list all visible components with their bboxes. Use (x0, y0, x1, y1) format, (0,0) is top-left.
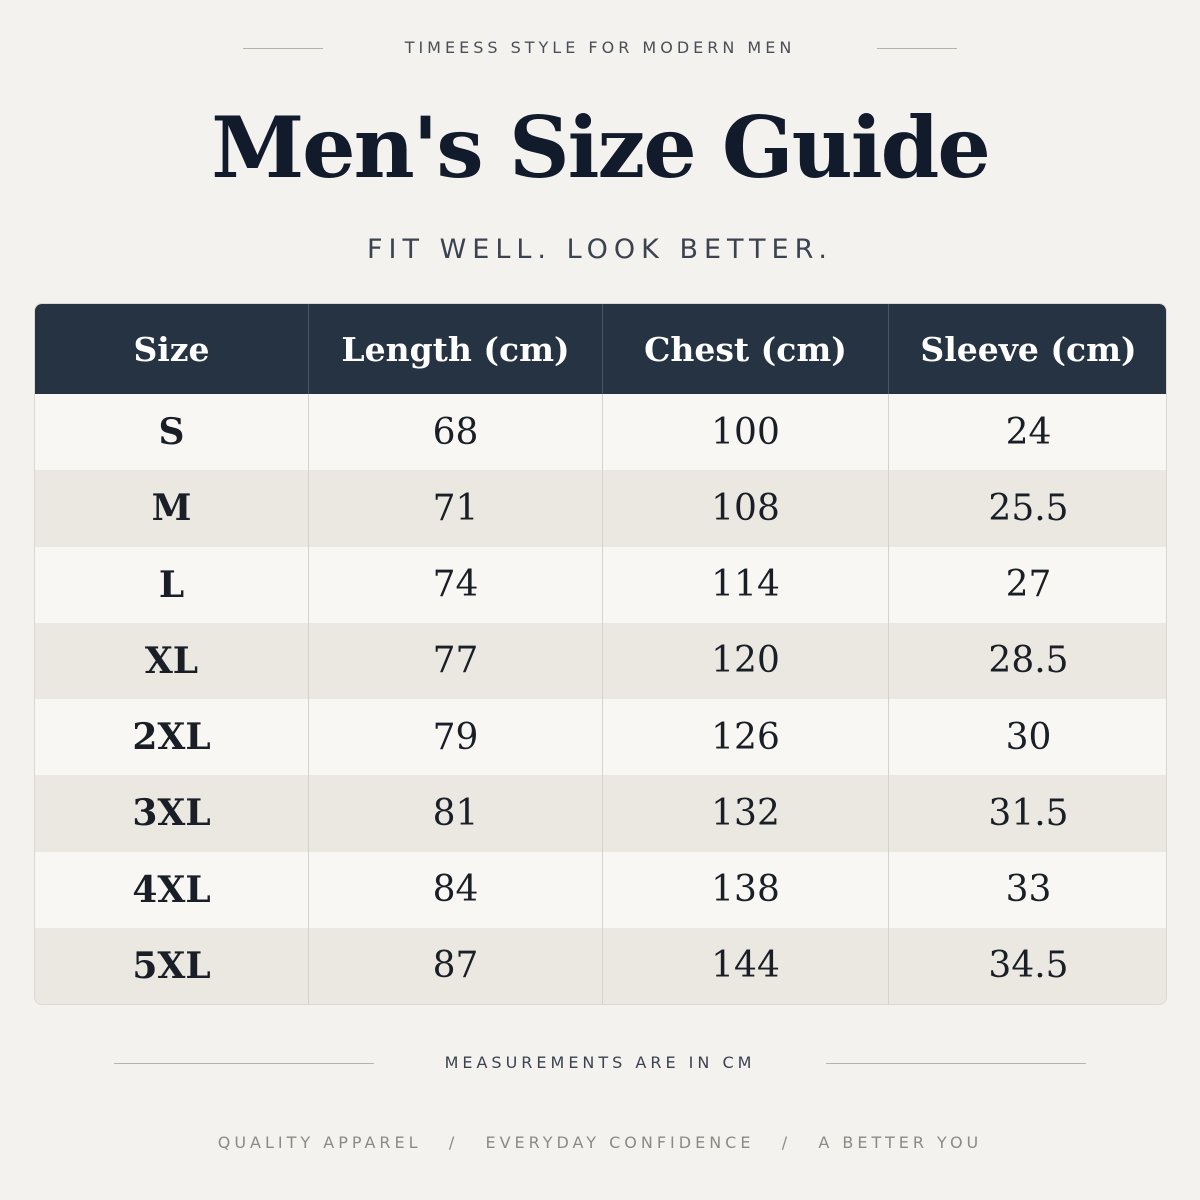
divider (114, 1063, 374, 1064)
value-cell: 28.5 (888, 622, 1166, 699)
value-cell: 120 (602, 622, 888, 699)
subtitle: FIT WELL. LOOK BETTER. (367, 234, 833, 265)
value-cell: 31.5 (888, 775, 1166, 852)
value-cell: 144 (602, 927, 888, 1004)
column-header: Size (35, 304, 308, 394)
size-cell: 3XL (35, 775, 308, 852)
value-cell: 132 (602, 775, 888, 852)
divider (877, 48, 957, 49)
value-cell: 77 (308, 622, 602, 699)
column-header: Sleeve (cm) (888, 304, 1166, 394)
footer-tagline: QUALITY APPAREL / EVERYDAY CONFIDENCE / … (217, 1133, 983, 1152)
value-cell: 81 (308, 775, 602, 852)
divider (243, 48, 323, 49)
tagline: TIMEESS STYLE FOR MODERN MEN (404, 38, 796, 57)
value-cell: 126 (602, 699, 888, 776)
column-header: Length (cm) (308, 304, 602, 394)
value-cell: 74 (308, 546, 602, 623)
size-cell: 5XL (35, 927, 308, 1004)
value-cell: 79 (308, 699, 602, 776)
size-cell: 4XL (35, 851, 308, 928)
value-cell: 68 (308, 394, 602, 471)
size-cell: L (35, 546, 308, 623)
value-cell: 27 (888, 546, 1166, 623)
note: MEASUREMENTS ARE IN CM (444, 1053, 756, 1072)
value-cell: 84 (308, 851, 602, 928)
size-cell: 2XL (35, 699, 308, 776)
value-cell: 25.5 (888, 470, 1166, 547)
size-cell: S (35, 394, 308, 471)
size-cell: XL (35, 622, 308, 699)
title: Men's Size Guide (211, 98, 991, 197)
value-cell: 34.5 (888, 927, 1166, 1004)
value-cell: 138 (602, 851, 888, 928)
value-cell: 71 (308, 470, 602, 547)
value-cell: 100 (602, 394, 888, 471)
column-header: Chest (cm) (602, 304, 888, 394)
size-cell: M (35, 470, 308, 547)
value-cell: 87 (308, 927, 602, 1004)
divider (826, 1063, 1086, 1064)
value-cell: 30 (888, 699, 1166, 776)
value-cell: 24 (888, 394, 1166, 471)
size-table: Size Length (cm) Chest (cm) Sleeve (cm) S 68 1… (34, 303, 1167, 1005)
value-cell: 114 (602, 546, 888, 623)
value-cell: 108 (602, 470, 888, 547)
value-cell: 33 (888, 851, 1166, 928)
